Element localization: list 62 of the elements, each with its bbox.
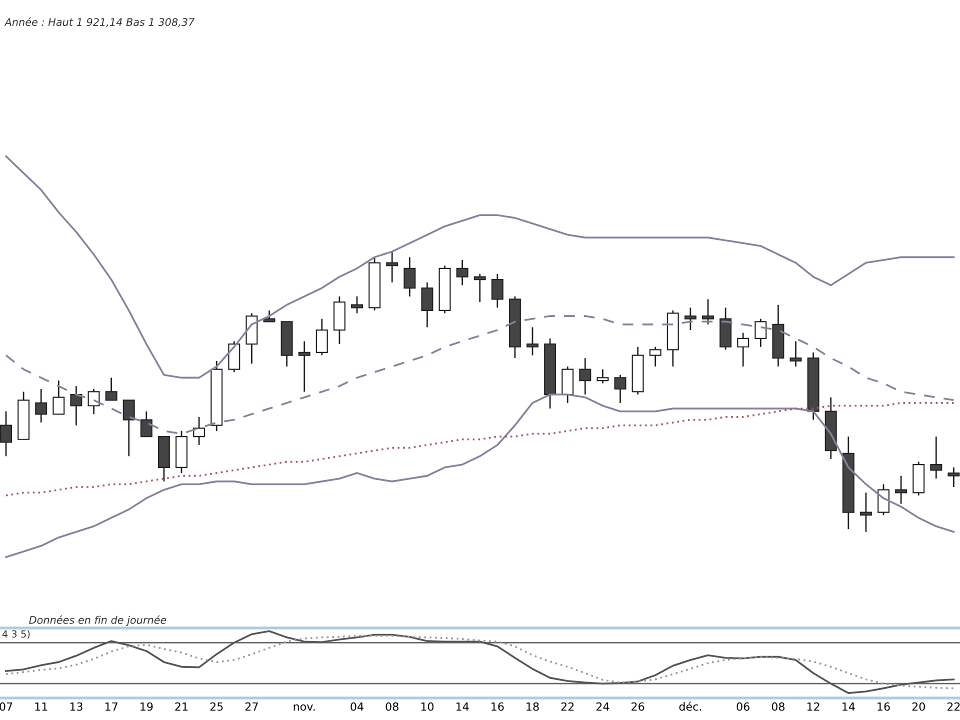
x-tick-label: 12 [807,702,820,711]
candlestick [52,380,65,415]
x-tick-label: 07 [0,702,12,711]
x-tick-label: 24 [596,702,610,711]
candlestick [35,388,48,424]
x-tick-label: 16 [878,702,890,711]
x-tick-label: 10 [421,702,434,711]
x-tick-label: 22 [947,702,960,711]
candlestick [351,296,363,314]
candlestick [421,282,434,328]
annotation: 4 3 5) [2,630,30,639]
x-tick-label: déc. [679,702,702,711]
candlestick [948,466,960,488]
x-tick-label: 06 [736,702,750,711]
candlestick [88,388,100,415]
candlestick [860,492,872,533]
candlestick [193,416,206,446]
candlestick [596,368,609,384]
candlestick [316,318,328,356]
x-tick-label: 16 [492,702,504,711]
text: Données en fin de journée [29,615,166,626]
candlestick [386,250,398,284]
candlestick [526,326,538,356]
x-tick-label: 08 [772,702,785,711]
candlestick [930,436,942,480]
x-tick-label: 19 [140,702,153,711]
candlestick [491,273,504,308]
candlestick [614,374,626,404]
x-tick-label: 27 [245,702,258,711]
candlestick [298,340,310,392]
candlestick [790,340,802,368]
x-tick-label: 08 [386,702,398,711]
candlestick [105,377,118,401]
x-tick-label: 14 [842,702,855,711]
x-tick-label: 26 [632,702,644,711]
candlestick [649,346,662,368]
x-tick-label: 11 [35,702,48,711]
candlestick [878,484,890,516]
x-tick-label: 04 [350,702,364,711]
chart-title: Année : Haut 1 921,14 Bas 1 308,37 [4,18,195,28]
candlestick [754,318,767,348]
x-tick-label: 18 [526,702,539,711]
candlestick [0,410,12,457]
x-tick-label: 25 [210,702,223,711]
x-tick-label: 22 [561,702,574,711]
candlestick [474,273,486,303]
candlestick [122,399,135,457]
x-tick-label: nov. [294,704,315,711]
x-tick-label: 17 [105,702,118,711]
candlestick [895,475,908,505]
candlestick [737,332,750,368]
candlestick [70,385,82,426]
candlestick [684,306,696,331]
x-tick-label: 14 [456,702,469,711]
x-tick-label: 20 [912,702,925,711]
candlestick [456,259,468,286]
candlestick [579,357,592,396]
candlestick [404,256,416,298]
x-tick-label: 13 [70,702,82,711]
candlestick [140,410,152,438]
x-tick-label: 21 [175,702,188,711]
candlestick [702,298,714,326]
